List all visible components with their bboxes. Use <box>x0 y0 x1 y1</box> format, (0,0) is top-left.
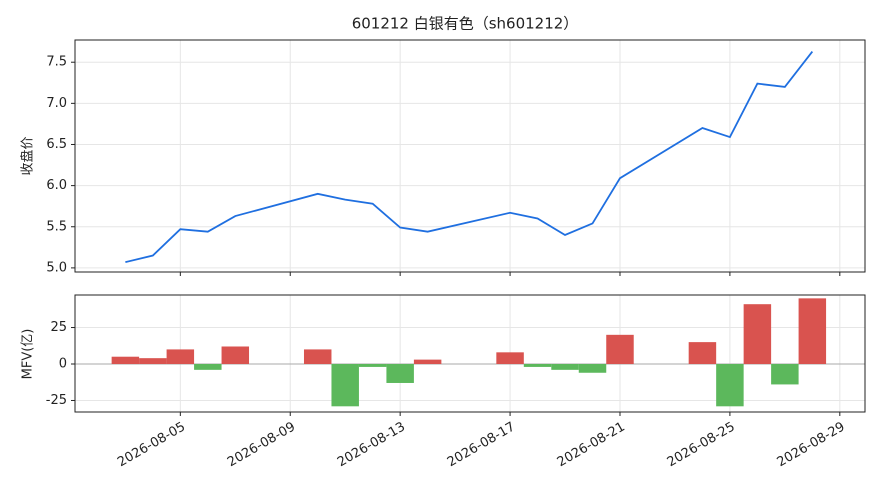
bar <box>358 364 387 367</box>
bar <box>303 349 332 365</box>
line <box>125 50 814 264</box>
bar <box>496 352 524 365</box>
plot-frame <box>74 39 866 273</box>
x-tick-label: 2026-08-29 <box>775 420 848 471</box>
x-tick-label: 2026-08-25 <box>665 420 738 471</box>
y-tick-label: 6.5 <box>46 137 67 152</box>
bar <box>166 349 195 365</box>
y-axis-label: MFV(亿) <box>21 329 36 380</box>
bar <box>413 359 442 365</box>
x-tick-label: 2026-08-09 <box>225 420 298 471</box>
bar <box>688 342 717 365</box>
y-tick-label: 25 <box>50 320 67 335</box>
bar <box>578 364 607 373</box>
x-tick-label: 2026-08-13 <box>335 420 408 471</box>
x-tick-label: 2026-08-21 <box>555 420 628 471</box>
bar <box>551 364 579 370</box>
bar <box>331 364 359 407</box>
y-tick-label: 5.0 <box>46 260 67 275</box>
x-tick-label: 2026-08-05 <box>115 420 188 471</box>
bar <box>606 334 634 365</box>
chart-title: 601212 白银有色（sh601212） <box>352 15 579 33</box>
y-tick-label: 6.0 <box>46 178 67 193</box>
y-axis-label: 收盘价 <box>20 136 36 175</box>
bar <box>139 358 167 365</box>
x-tick-label: 2026-08-17 <box>445 420 518 471</box>
bar <box>798 298 827 365</box>
bar <box>523 364 552 367</box>
bar <box>111 356 140 365</box>
bar <box>386 364 414 383</box>
bar <box>221 346 250 365</box>
plot-frame <box>74 294 866 413</box>
y-tick-label: 0 <box>59 357 67 372</box>
y-tick-label: 7.0 <box>46 96 67 111</box>
bar <box>194 364 222 370</box>
y-tick-label: -25 <box>46 393 67 408</box>
bar <box>771 364 799 385</box>
y-tick-label: 5.5 <box>46 219 67 234</box>
bar <box>716 364 744 407</box>
bar <box>743 304 772 365</box>
y-tick-label: 7.5 <box>46 55 67 70</box>
